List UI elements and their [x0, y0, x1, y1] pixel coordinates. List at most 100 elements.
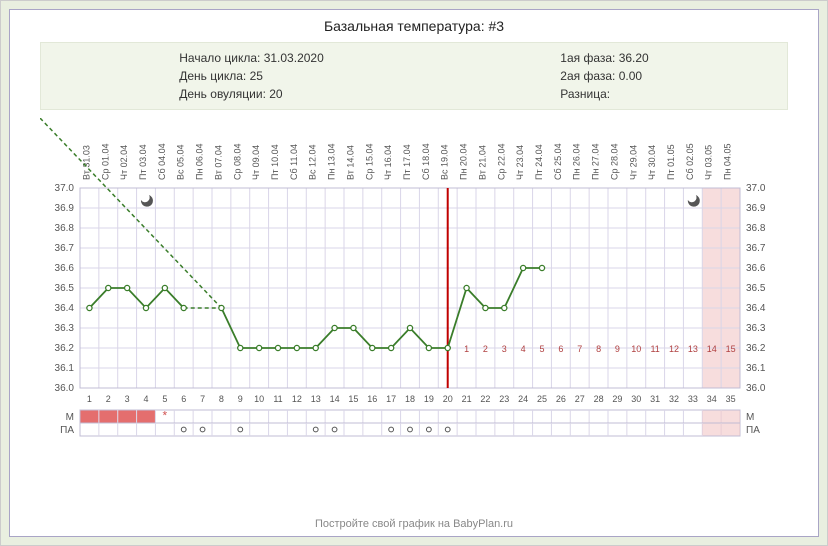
info-right: 1ая фаза: 36.20 2ая фаза: 0.00 Разница:: [560, 51, 648, 101]
svg-text:32: 32: [669, 394, 679, 404]
svg-text:3: 3: [125, 394, 130, 404]
svg-text:Пт 17.04: Пт 17.04: [402, 144, 412, 180]
svg-text:Пн 13.04: Пн 13.04: [327, 144, 337, 180]
svg-text:13: 13: [311, 394, 321, 404]
svg-text:25: 25: [537, 394, 547, 404]
svg-text:36.5: 36.5: [55, 283, 75, 294]
svg-text:34: 34: [707, 394, 717, 404]
svg-text:Сб 11.04: Сб 11.04: [289, 144, 299, 180]
svg-text:31: 31: [650, 394, 660, 404]
svg-text:ПА: ПА: [746, 425, 760, 436]
svg-text:33: 33: [688, 394, 698, 404]
svg-text:Пн 04.05: Пн 04.05: [723, 144, 733, 180]
svg-text:Сб 04.04: Сб 04.04: [157, 143, 167, 180]
svg-text:7: 7: [577, 344, 582, 354]
svg-text:Вт 07.04: Вт 07.04: [213, 145, 223, 180]
info-phase2: 2ая фаза: 0.00: [560, 69, 648, 83]
svg-text:Пт 03.04: Пт 03.04: [138, 144, 148, 180]
svg-text:3: 3: [502, 344, 507, 354]
svg-text:37.0: 37.0: [55, 183, 75, 194]
svg-text:Ср 01.04: Ср 01.04: [100, 143, 110, 180]
svg-text:36.4: 36.4: [55, 303, 75, 314]
svg-text:Пн 27.04: Пн 27.04: [591, 144, 601, 180]
svg-text:Чт 03.05: Чт 03.05: [704, 145, 714, 180]
svg-text:10: 10: [631, 344, 641, 354]
svg-text:М: М: [66, 412, 74, 423]
svg-text:8: 8: [596, 344, 601, 354]
svg-text:Ср 15.04: Ср 15.04: [364, 143, 374, 180]
svg-text:36.6: 36.6: [746, 263, 766, 274]
svg-text:36.2: 36.2: [55, 343, 75, 354]
svg-text:1: 1: [464, 344, 469, 354]
svg-text:28: 28: [594, 394, 604, 404]
info-diff: Разница:: [560, 87, 648, 101]
svg-text:36.0: 36.0: [55, 383, 75, 394]
svg-text:Пт 01.05: Пт 01.05: [666, 144, 676, 180]
svg-text:9: 9: [238, 394, 243, 404]
svg-text:Вс 12.04: Вс 12.04: [308, 144, 318, 180]
chart-title: Базальная температура: #3: [10, 10, 818, 38]
svg-text:17: 17: [386, 394, 396, 404]
svg-text:Чт 16.04: Чт 16.04: [383, 145, 393, 180]
chart-area: 36.036.036.136.136.236.236.336.336.436.4…: [40, 118, 788, 512]
svg-text:5: 5: [162, 394, 167, 404]
svg-text:14: 14: [330, 394, 340, 404]
info-block: Начало цикла: 31.03.2020 День цикла: 25 …: [40, 42, 788, 110]
info-ovulation: День овуляции: 20: [179, 87, 324, 101]
svg-text:Чт 30.04: Чт 30.04: [647, 145, 657, 180]
svg-text:Ср 28.04: Ср 28.04: [609, 143, 619, 180]
svg-text:30: 30: [631, 394, 641, 404]
svg-text:12: 12: [292, 394, 302, 404]
svg-text:36.1: 36.1: [746, 363, 766, 374]
svg-text:36.1: 36.1: [55, 363, 75, 374]
svg-text:15: 15: [348, 394, 358, 404]
svg-text:16: 16: [367, 394, 377, 404]
svg-text:22: 22: [480, 394, 490, 404]
svg-text:Пн 20.04: Пн 20.04: [459, 144, 469, 180]
svg-text:Сб 18.04: Сб 18.04: [421, 143, 431, 180]
svg-text:11: 11: [273, 394, 282, 404]
svg-text:36.8: 36.8: [746, 223, 766, 234]
svg-text:Чт 29.04: Чт 29.04: [628, 145, 638, 180]
svg-text:Пн 06.04: Пн 06.04: [195, 144, 205, 180]
svg-text:8: 8: [219, 394, 224, 404]
chart-card: Базальная температура: #3 Начало цикла: …: [9, 9, 819, 537]
svg-text:36.7: 36.7: [746, 243, 766, 254]
svg-text:36.3: 36.3: [55, 323, 75, 334]
svg-text:*: *: [163, 409, 168, 423]
svg-text:6: 6: [558, 344, 563, 354]
footer-text: Постройте свой график на BabyPlan.ru: [10, 512, 818, 536]
svg-text:Сб 25.04: Сб 25.04: [553, 143, 563, 180]
svg-text:27: 27: [575, 394, 585, 404]
svg-text:36.6: 36.6: [55, 263, 75, 274]
svg-text:36.9: 36.9: [55, 203, 75, 214]
svg-text:Сб 02.05: Сб 02.05: [685, 143, 695, 180]
svg-text:36.7: 36.7: [55, 243, 75, 254]
svg-text:Вт 14.04: Вт 14.04: [345, 145, 355, 180]
svg-text:Пт 24.04: Пт 24.04: [534, 144, 544, 180]
svg-text:2: 2: [106, 394, 111, 404]
svg-text:Ср 08.04: Ср 08.04: [232, 143, 242, 180]
svg-text:20: 20: [443, 394, 453, 404]
svg-text:6: 6: [181, 394, 186, 404]
info-left: Начало цикла: 31.03.2020 День цикла: 25 …: [179, 51, 324, 101]
svg-text:29: 29: [612, 394, 622, 404]
svg-text:Пн 26.04: Пн 26.04: [572, 144, 582, 180]
svg-text:Чт 09.04: Чт 09.04: [251, 145, 261, 180]
svg-text:18: 18: [405, 394, 415, 404]
svg-text:ПА: ПА: [60, 425, 74, 436]
svg-text:35: 35: [726, 394, 736, 404]
svg-text:12: 12: [669, 344, 679, 354]
svg-text:19: 19: [424, 394, 434, 404]
info-phase1: 1ая фаза: 36.20: [560, 51, 648, 65]
svg-text:9: 9: [615, 344, 620, 354]
svg-text:36.2: 36.2: [746, 343, 766, 354]
svg-text:Вс 19.04: Вс 19.04: [440, 144, 450, 180]
svg-text:4: 4: [143, 394, 148, 404]
svg-text:15: 15: [726, 344, 736, 354]
svg-text:36.9: 36.9: [746, 203, 766, 214]
svg-text:Вт 21.04: Вт 21.04: [477, 145, 487, 180]
svg-text:10: 10: [254, 394, 264, 404]
svg-text:24: 24: [518, 394, 528, 404]
svg-text:36.5: 36.5: [746, 283, 766, 294]
